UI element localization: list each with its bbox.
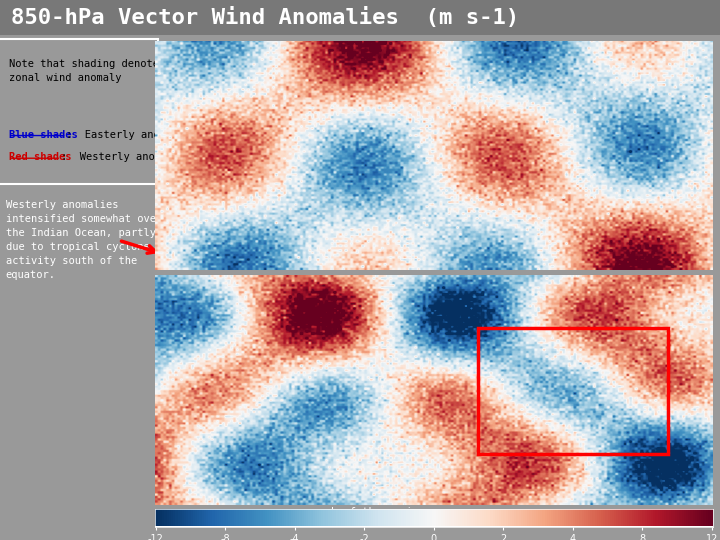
- Text: Red shades: Red shades: [9, 152, 71, 163]
- Text: :  Easterly anomalies: : Easterly anomalies: [66, 130, 198, 140]
- FancyBboxPatch shape: [263, 456, 720, 540]
- Text: Westerly anomalies
intensified somewhat over
the Indian Ocean, partly
due to tro: Westerly anomalies intensified somewhat …: [6, 200, 162, 280]
- FancyBboxPatch shape: [0, 0, 720, 35]
- Text: 850-hPa Vector Wind Anomalies  (m s-1): 850-hPa Vector Wind Anomalies (m s-1): [11, 7, 519, 28]
- Text: :  Westerly anomalies: : Westerly anomalies: [61, 152, 192, 163]
- Text: Blue shades: Blue shades: [9, 130, 77, 140]
- FancyBboxPatch shape: [0, 39, 158, 184]
- Bar: [478, 328, 668, 455]
- Text: Note that shading denotes the
zonal wind anomaly: Note that shading denotes the zonal wind…: [9, 59, 190, 83]
- Text: Westerly anomalies weakened
over the eastern Pacific and were
replaced by easter: Westerly anomalies weakened over the eas…: [281, 465, 487, 517]
